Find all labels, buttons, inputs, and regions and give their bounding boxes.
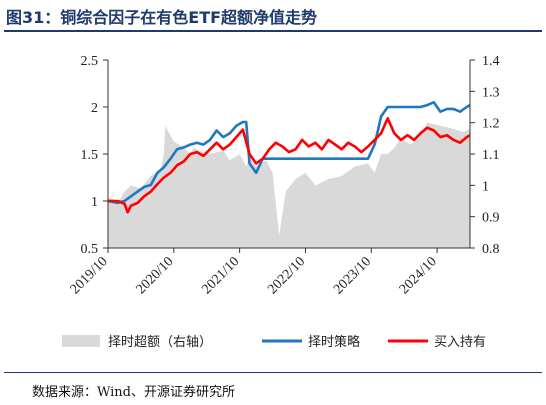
right-tick-label: 1.4 <box>482 54 500 69</box>
title-divider <box>4 30 542 32</box>
left-tick-label: 2.5 <box>81 54 99 69</box>
left-tick-label: 2 <box>91 101 98 116</box>
right-tick-label: 1.2 <box>482 117 500 132</box>
right-tick-label: 0.9 <box>482 211 500 226</box>
x-tick-label: 2023/10 <box>331 254 374 297</box>
series-line-timing <box>107 101 471 205</box>
right-tick-label: 1.1 <box>482 148 500 163</box>
source-divider <box>4 372 542 373</box>
left-tick-label: 1.5 <box>81 148 99 163</box>
chart-title: 图31：铜综合因子在有色ETF超额净值走势 <box>6 8 318 27</box>
x-tick-label: 2020/10 <box>134 254 177 297</box>
x-tick-label: 2021/10 <box>199 254 242 297</box>
right-tick-label: 1.3 <box>482 85 500 100</box>
series-area-excess <box>108 122 470 248</box>
left-tick-label: 0.5 <box>81 242 99 257</box>
series-line-buyhold <box>108 117 471 214</box>
legend-label: 买入持有 <box>434 335 486 350</box>
x-tick-label: 2019/10 <box>68 254 111 297</box>
right-tick-label: 0.8 <box>482 242 500 257</box>
chart: 0.5 1 1.5 2 2.5 0.8 0.9 1 1.1 1.2 1.3 1.4 2019/10 202… <box>62 54 500 350</box>
legend-label: 择时超额（右轴） <box>108 335 212 350</box>
x-tick-label: 2024/10 <box>397 254 440 297</box>
legend-swatch-excess <box>62 335 100 347</box>
right-tick-label: 1 <box>482 179 489 194</box>
source-note: 数据来源：Wind、开源证券研究所 <box>32 385 235 400</box>
left-tick-label: 1 <box>91 195 98 210</box>
x-tick-label: 2022/10 <box>265 254 308 297</box>
legend-label: 择时策略 <box>308 334 360 350</box>
